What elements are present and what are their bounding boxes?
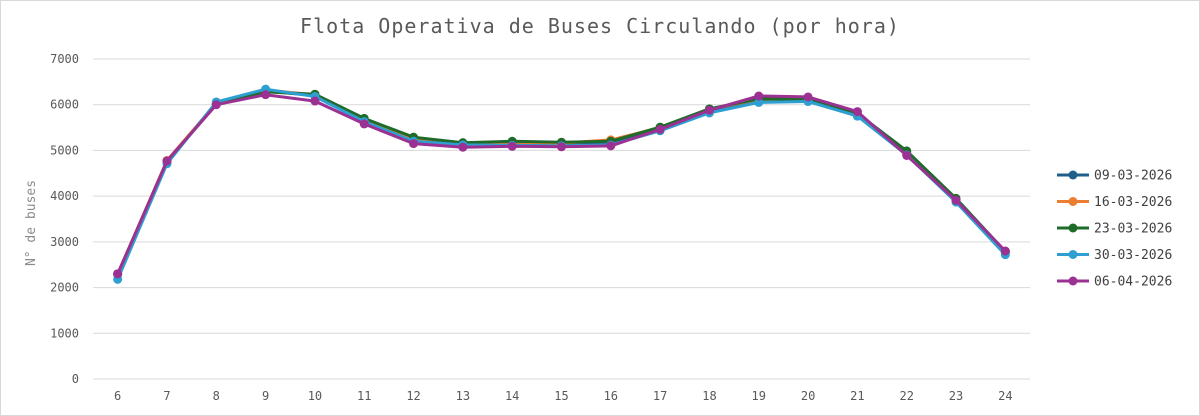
series-09-03-2026 — [113, 86, 1010, 279]
data-point — [1000, 246, 1010, 256]
y-tick-label: 7000 — [50, 52, 79, 66]
x-tick-label: 13 — [456, 389, 470, 403]
legend-label: 16-03-2026 — [1094, 195, 1172, 210]
legend: 09-03-2026 16-03-2026 23-03-2026 30-03-2026… — [1057, 169, 1172, 290]
data-point — [606, 141, 616, 151]
x-tick-label: 19 — [752, 389, 766, 403]
legend-marker — [1068, 197, 1078, 206]
y-tick-label: 6000 — [50, 98, 79, 112]
legend-marker — [1068, 276, 1078, 286]
y-tick-label: 3000 — [50, 235, 79, 249]
data-point — [507, 141, 517, 151]
series-06-04-2026 — [113, 90, 1010, 279]
y-axis-ticks: 0 1000 2000 3000 4000 5000 6000 7000 — [50, 52, 79, 386]
series-line — [116, 88, 1007, 276]
series-line — [116, 89, 1007, 276]
series-line — [116, 93, 1007, 276]
x-tick-label: 7 — [163, 389, 170, 403]
x-tick-label: 8 — [213, 389, 220, 403]
legend-label: 09-03-2026 — [1094, 169, 1172, 184]
x-tick-label: 24 — [998, 389, 1012, 403]
series-23-03-2026 — [113, 87, 1010, 279]
series-lines — [113, 84, 1010, 284]
legend-item: 16-03-2026 — [1057, 195, 1172, 210]
data-point — [359, 119, 369, 129]
series-line — [116, 90, 1007, 276]
data-point — [754, 91, 764, 101]
x-tick-label: 10 — [308, 389, 322, 403]
x-tick-label: 9 — [262, 389, 269, 403]
x-tick-label: 11 — [357, 389, 371, 403]
data-point — [557, 142, 566, 152]
y-tick-label: 2000 — [50, 281, 79, 295]
y-tick-label: 4000 — [50, 189, 79, 203]
x-tick-label: 18 — [702, 389, 716, 403]
legend-item: 30-03-2026 — [1057, 248, 1172, 263]
data-point — [655, 124, 665, 134]
data-point — [162, 156, 172, 166]
x-axis-ticks: 6 7 8 9 10 11 12 13 14 15 16 17 18 19 20 21 22 23 24 — [114, 389, 1013, 403]
y-tick-label: 5000 — [50, 143, 79, 157]
data-point — [902, 150, 912, 160]
x-tick-label: 22 — [899, 389, 913, 403]
legend-marker — [1068, 170, 1078, 180]
x-tick-label: 14 — [505, 389, 519, 403]
data-point — [754, 97, 764, 107]
data-point — [458, 142, 468, 152]
legend-label: 30-03-2026 — [1094, 248, 1172, 263]
legend-item: 06-04-2026 — [1057, 275, 1172, 290]
legend-item: 23-03-2026 — [1057, 222, 1172, 237]
series-30-03-2026 — [113, 84, 1010, 284]
x-tick-label: 16 — [604, 389, 618, 403]
x-tick-label: 15 — [554, 389, 568, 403]
y-axis-label: N° de buses — [24, 180, 39, 266]
data-point — [409, 139, 419, 149]
x-tick-label: 20 — [801, 389, 815, 403]
series-line — [116, 87, 1007, 281]
data-point — [113, 269, 123, 279]
data-point — [211, 100, 221, 110]
data-point — [852, 107, 862, 117]
x-tick-label: 17 — [653, 389, 667, 403]
data-point — [803, 92, 813, 102]
legend-label: 06-04-2026 — [1094, 275, 1172, 290]
x-tick-label: 23 — [949, 389, 963, 403]
x-tick-label: 21 — [850, 389, 864, 403]
y-tick-label: 1000 — [50, 326, 79, 340]
legend-item: 09-03-2026 — [1057, 169, 1172, 184]
data-point — [310, 96, 320, 106]
data-point — [951, 195, 961, 205]
gridlines — [93, 58, 1030, 380]
legend-marker — [1068, 223, 1078, 233]
legend-label: 23-03-2026 — [1094, 222, 1172, 237]
x-tick-label: 6 — [114, 389, 121, 403]
chart-title: Flota Operativa de Buses Circulando (por… — [300, 14, 900, 38]
y-tick-label: 0 — [72, 372, 79, 386]
data-point — [261, 90, 271, 100]
legend-marker — [1068, 250, 1078, 259]
data-point — [704, 105, 714, 115]
x-tick-label: 12 — [406, 389, 420, 403]
series-16-03-2026 — [113, 85, 1010, 279]
